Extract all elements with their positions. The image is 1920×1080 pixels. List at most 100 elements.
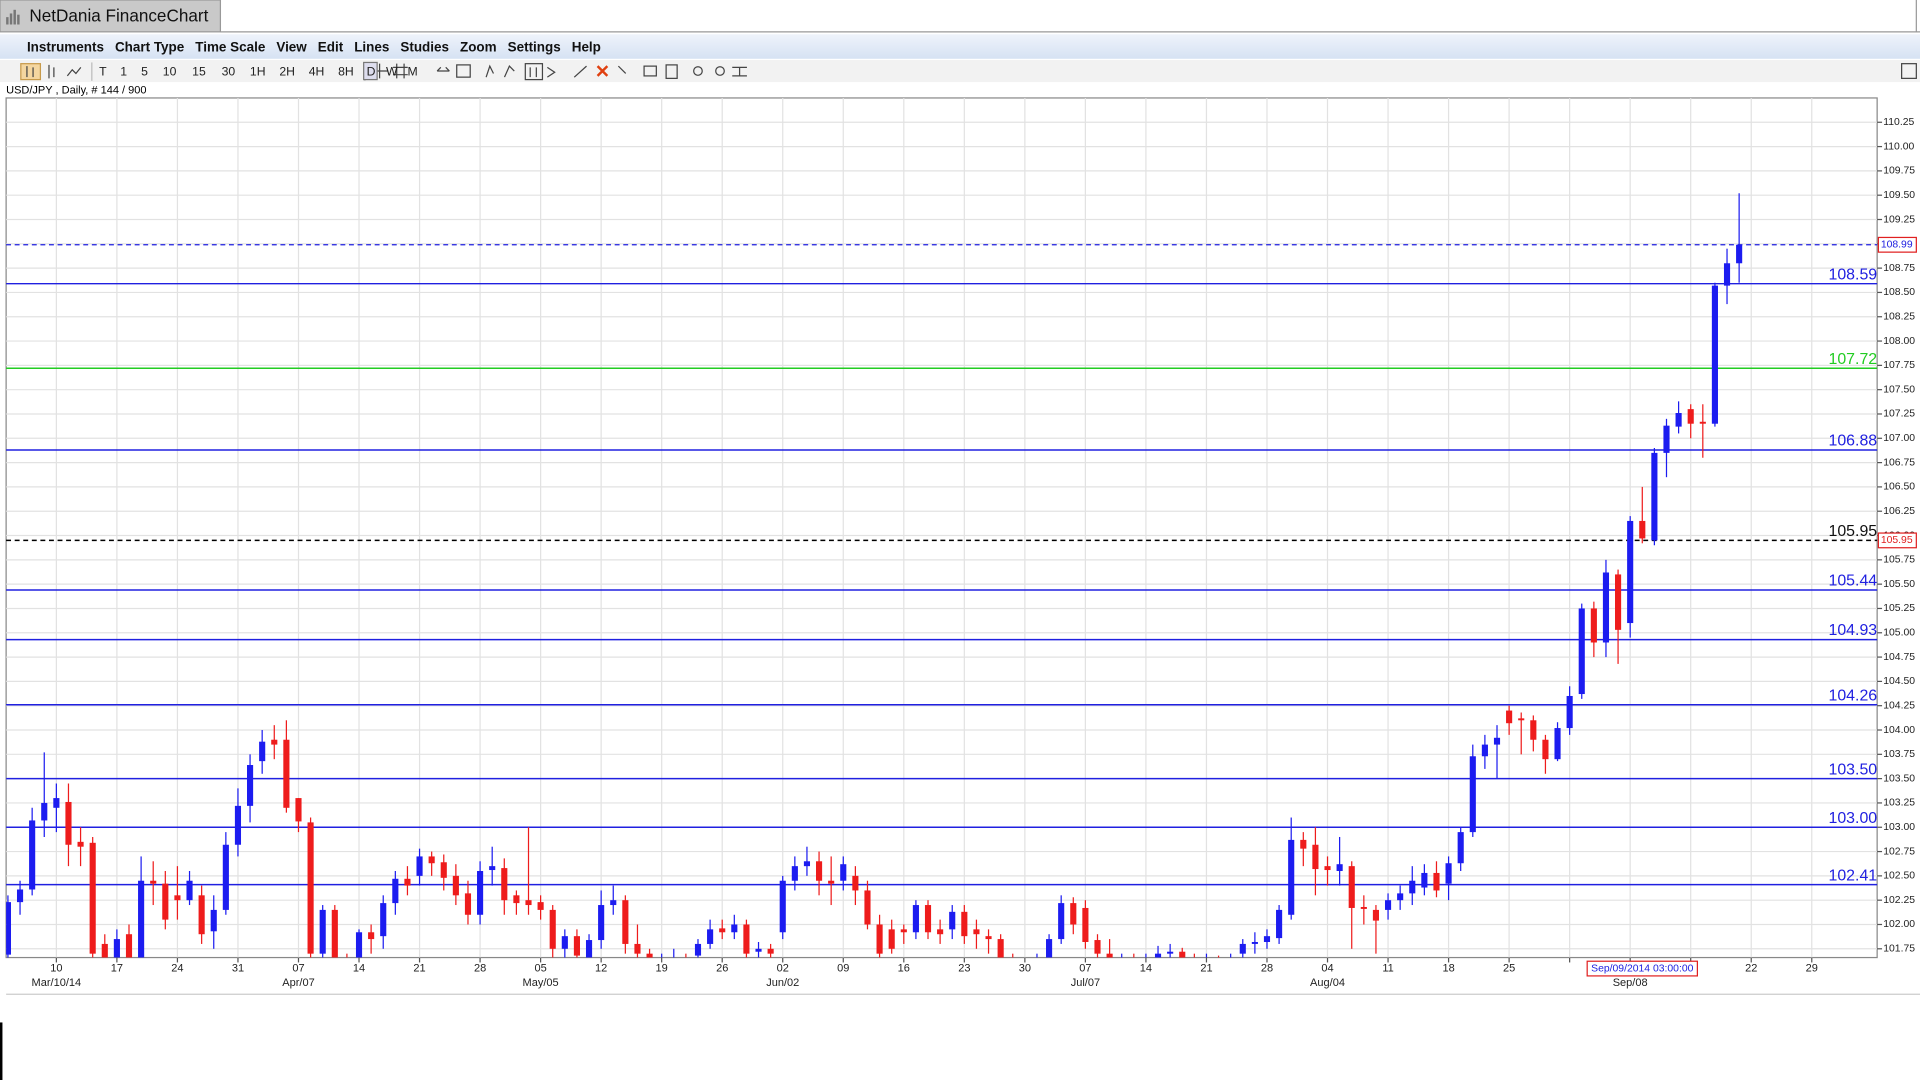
menu-item[interactable]: Edit [318,39,344,54]
toolbar [0,60,1920,83]
x-tick-label: 28 [474,962,486,974]
candle-body [1651,452,1658,541]
candle-body [1615,574,1622,630]
candle-body [694,943,702,956]
candle-body [501,868,508,901]
candle-body [803,861,811,867]
candle-body [791,866,798,881]
candle-body [452,875,459,896]
timeframe-button[interactable]: M [408,64,418,78]
menu-bar [0,34,1920,59]
y-tick-label: 109.75 [1883,166,1915,177]
candle-body [573,936,580,956]
timeframe-button[interactable]: 10 [163,64,177,78]
candle-body [876,924,883,954]
level-label: 105.95 [1828,523,1877,540]
x-tick-label: 22 [1745,962,1757,974]
timeframe-button[interactable]: 30 [222,64,236,78]
candle-body [1736,244,1743,264]
candle-body [1445,863,1452,884]
candles [6,193,1743,958]
timeframe-button[interactable]: 15 [192,64,206,78]
y-tick-label: 105.25 [1883,603,1915,614]
y-tick-label: 105.00 [1883,628,1915,639]
candle-body [743,924,750,954]
candle-body [65,801,72,845]
candle-body [6,902,11,955]
title-tab [0,0,222,33]
toolbar-icons [20,63,1917,81]
timeframe-button[interactable]: W [386,64,398,78]
x-tick-label: 09 [837,962,849,974]
menu-item[interactable]: Zoom [460,39,497,54]
y-tick-label: 109.50 [1883,190,1915,201]
candle-body [1058,903,1065,940]
y-tick-label: 107.25 [1883,409,1915,420]
x-tick-label: 21 [1200,962,1212,974]
candle-body [89,842,96,954]
menu-item[interactable]: Time Scale [195,39,266,54]
candle-body [1590,608,1597,643]
level-label: 104.93 [1828,622,1877,639]
candle-body [646,953,653,958]
candle-body [101,943,108,958]
x-tick-label: 02 [777,962,789,974]
candle-body [1070,903,1077,925]
levels: 108.59 107.72 106.88 105.95 105.44 104.93 104.… [6,244,1877,886]
timeframe-button[interactable]: 8H [338,64,354,78]
x-tick-label: 31 [232,962,244,974]
menu-item[interactable]: Chart Type [115,39,185,54]
menu-item[interactable]: Instruments [27,39,104,54]
x-tick-label: 26 [716,962,728,974]
candle-body [1384,900,1392,910]
timeframe-button[interactable]: 1H [250,64,266,78]
candle-body [1312,844,1319,870]
level-label: 103.00 [1828,810,1877,827]
candle-body [404,878,411,886]
y-tick-label: 101.75 [1883,944,1915,955]
candle-body [610,900,617,906]
level-label: 105.44 [1828,573,1877,590]
y-tick-label: 104.25 [1883,700,1915,711]
symbol-info: USD/JPY , Daily, # 144 / 900 [6,85,146,97]
y-tick-label: 108.50 [1883,287,1915,298]
candle-body [840,864,847,881]
candle-body [113,939,120,958]
timeframe-button[interactable]: 5 [141,64,148,78]
timeframe-button[interactable]: D [367,64,376,78]
menu-item[interactable]: Settings [508,39,561,54]
x-tick-label: 24 [171,962,183,974]
menu-item[interactable]: Studies [400,39,449,54]
candle-body [973,929,980,935]
timeframe-button[interactable]: 1 [120,64,127,78]
candle-body [1409,880,1416,894]
y-tick-label: 103.25 [1883,798,1915,809]
candle-body [719,928,726,933]
x-tick-label: 29 [1806,962,1818,974]
candle-body [1336,864,1343,872]
timeframe-button[interactable]: 4H [309,64,325,78]
x-tick-label: 19 [656,962,668,974]
candle-body [1493,737,1501,745]
timeframe-button[interactable]: T [99,64,107,78]
candle-body [380,903,387,937]
candle-body [1106,953,1113,958]
candle-body [489,866,496,871]
menu-item[interactable]: View [276,39,307,54]
candle-body [1506,710,1513,724]
candle-body [174,895,181,901]
y-tick-label: 107.75 [1883,360,1915,371]
month-label: Jul/07 [1071,977,1100,989]
timeframe-button[interactable]: 2H [279,64,295,78]
menu-item[interactable]: Help [572,39,601,54]
active-timeframe [363,61,378,81]
candle-body [138,880,145,958]
y-tick-label: 102.75 [1883,846,1915,857]
x-tick-label: 28 [1261,962,1273,974]
level-label: 106.88 [1828,433,1877,450]
candle-body [1154,953,1162,958]
menu-item[interactable]: Lines [354,39,389,54]
candle-body [1457,832,1464,864]
x-tick-label: 18 [1442,962,1454,974]
candle-body [1663,425,1670,453]
